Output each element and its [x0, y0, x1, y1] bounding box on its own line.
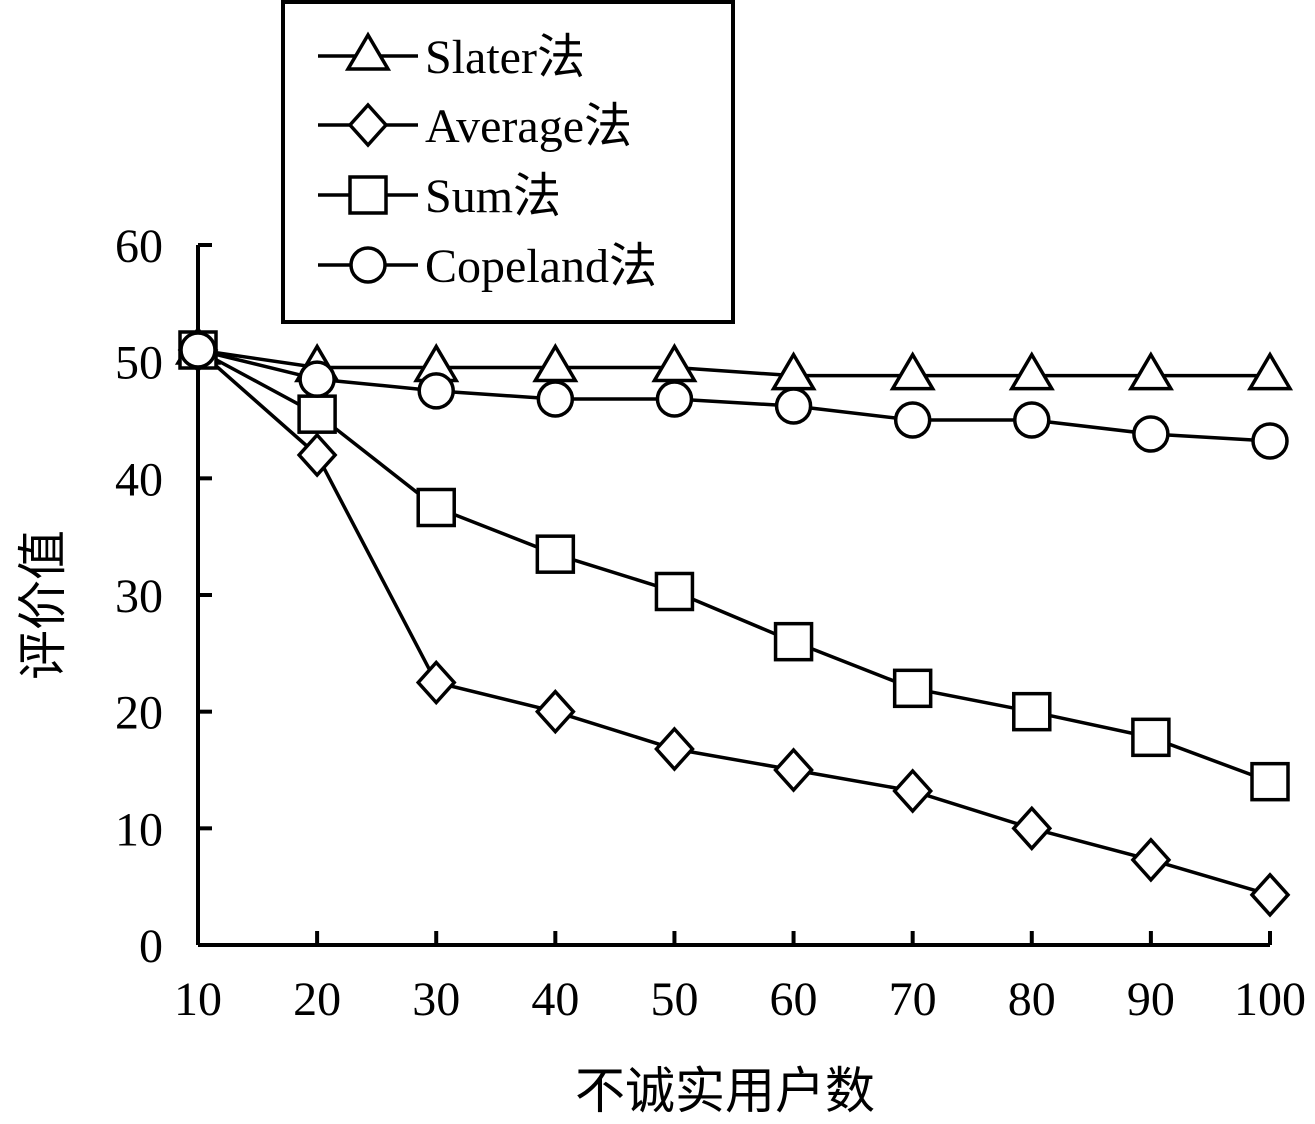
legend-marker-square	[348, 175, 388, 215]
series-line-square	[197, 348, 1271, 784]
x-tick-label: 50	[650, 973, 698, 1026]
x-tick-label: 10	[174, 973, 222, 1026]
data-point-square	[892, 668, 933, 709]
data-point-circle	[1132, 415, 1170, 453]
data-point-triangle	[770, 351, 817, 391]
data-point-square	[297, 394, 337, 434]
data-point-diamond	[1011, 805, 1053, 851]
series-line-diamond	[196, 348, 1271, 897]
data-point-triangle	[1008, 351, 1055, 391]
x-tick-label: 90	[1127, 973, 1175, 1026]
data-point-diamond	[1130, 837, 1172, 883]
series-triangle	[174, 325, 1294, 391]
y-tick-label: 60	[115, 220, 163, 273]
data-point-square	[654, 571, 695, 612]
data-point-diamond	[415, 659, 457, 706]
data-point-diamond	[534, 689, 576, 735]
x-axis-title: 不诚实用户数	[575, 1063, 875, 1119]
x-tick-label: 30	[412, 973, 460, 1026]
data-point-square	[1250, 761, 1290, 802]
data-point-diamond	[892, 768, 934, 814]
series-line-circle	[197, 348, 1271, 443]
legend-marker-triangle	[344, 31, 392, 71]
x-tick-label: 60	[770, 973, 818, 1026]
x-tick-label: 20	[293, 973, 341, 1026]
legend-marker-circle	[349, 246, 387, 284]
data-point-diamond	[773, 747, 814, 793]
y-tick-label: 50	[115, 337, 163, 390]
data-point-square	[535, 534, 576, 574]
series-layer	[174, 325, 1294, 918]
y-tick-label: 0	[139, 920, 163, 973]
series-circle	[179, 331, 1289, 460]
data-point-triangle	[1246, 351, 1294, 391]
data-point-diamond	[296, 432, 338, 478]
data-point-triangle	[1127, 351, 1174, 391]
data-point-triangle	[532, 343, 579, 383]
data-point-circle	[417, 372, 455, 410]
legend-label: Slater法	[425, 31, 585, 84]
legend-label: Copeland法	[425, 240, 657, 293]
data-point-square	[1012, 691, 1052, 732]
data-point-circle	[893, 401, 932, 439]
data-point-circle	[1251, 422, 1289, 460]
data-point-circle	[1013, 401, 1051, 439]
x-tick-label: 100	[1234, 973, 1306, 1026]
data-point-square	[416, 487, 456, 528]
y-tick-label: 10	[115, 803, 163, 856]
legend-label: Sum法	[425, 170, 561, 223]
data-point-diamond	[654, 726, 695, 772]
legend: Slater法 Average法 Sum法 Copeland法	[281, 0, 735, 324]
data-point-circle	[655, 380, 694, 418]
series-diamond	[177, 327, 1291, 918]
series-line-triangle	[197, 348, 1270, 378]
data-point-circle	[536, 380, 575, 418]
data-point-square	[1131, 717, 1171, 758]
data-point-square	[773, 621, 814, 662]
y-tick-label: 40	[115, 453, 163, 506]
data-point-circle	[179, 331, 217, 369]
data-point-circle	[298, 360, 336, 398]
x-tick-label: 70	[889, 973, 937, 1026]
x-tick-label: 80	[1008, 973, 1056, 1026]
x-tick-label: 40	[531, 973, 579, 1026]
y-axis-title: 评价值	[15, 530, 71, 680]
y-tick-label: 30	[115, 570, 163, 623]
data-point-diamond	[1249, 872, 1291, 918]
data-point-triangle	[889, 351, 936, 391]
y-tick-label: 20	[115, 687, 163, 740]
data-point-triangle	[651, 343, 698, 383]
legend-marker-diamond	[347, 102, 389, 148]
data-point-circle	[774, 387, 813, 425]
legend-label: Average法	[425, 100, 632, 153]
